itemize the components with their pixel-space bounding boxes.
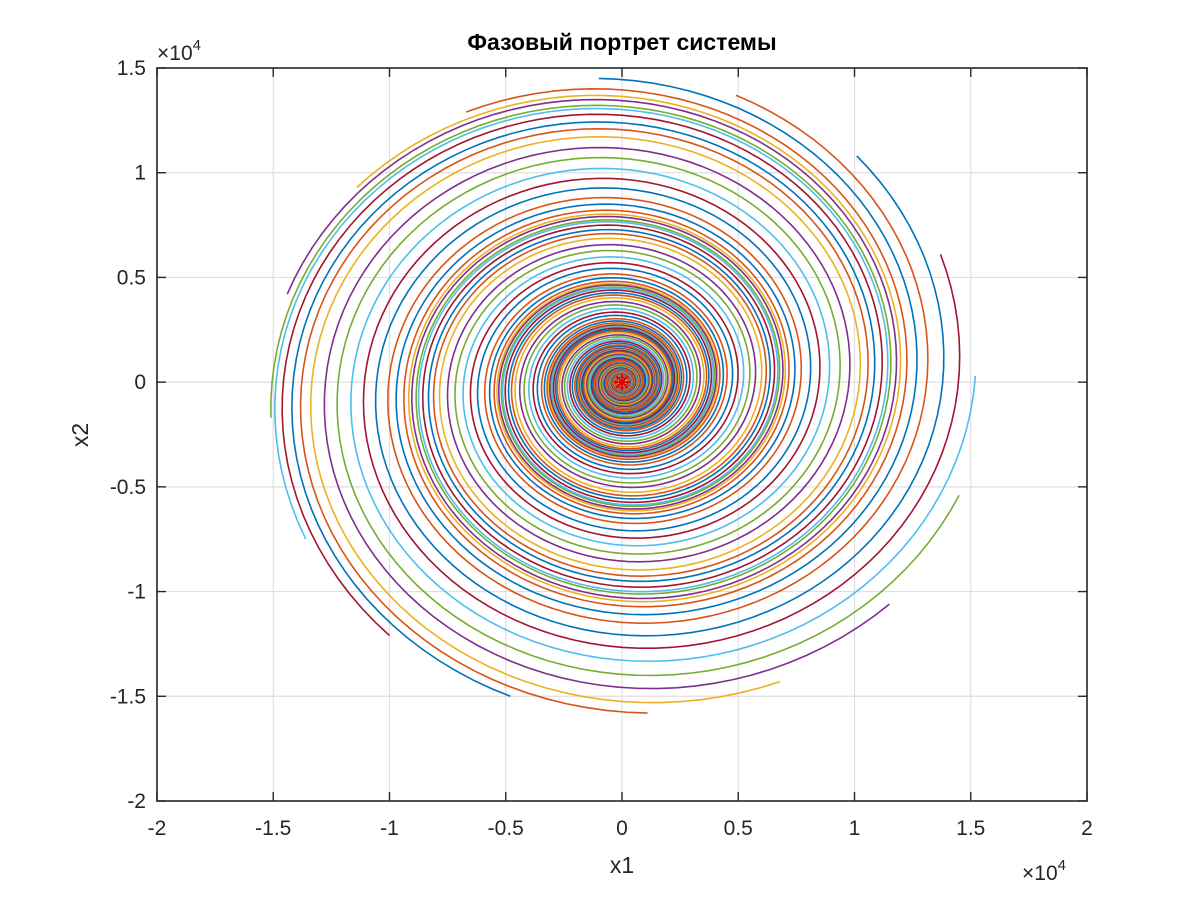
x-tick-label: 0.5: [724, 817, 753, 840]
x-tick-labels: -2 -1.5 -1 -0.5 0 0.5 1 1.5 2: [148, 817, 1093, 840]
equilibrium-marker-stroke: [615, 375, 629, 389]
x-tick-label: 1: [849, 817, 861, 840]
y-tick-label: -1: [127, 581, 146, 604]
x-axis-label: x1: [610, 852, 634, 878]
y-tick-label: 1: [134, 162, 146, 185]
chart-title: Фазовый портрет системы: [467, 29, 776, 55]
trajectory-line: [387, 94, 929, 624]
y-tick-label: -2: [127, 790, 146, 813]
y-axis-exponent: ×104: [157, 37, 201, 65]
y-tick-label: 1.5: [117, 57, 146, 80]
x-exponent-base: ×10: [1022, 862, 1058, 885]
trajectory-group: [270, 77, 977, 714]
y-tick-label: -0.5: [110, 476, 146, 499]
x-exponent-power: 4: [1058, 857, 1066, 874]
x-tick-label: -1: [380, 817, 399, 840]
y-exponent-base: ×10: [157, 42, 193, 65]
axis-ticks: [156, 67, 1088, 802]
equilibrium-marker: [614, 374, 630, 391]
x-tick-label: 0: [616, 817, 628, 840]
y-tick-label: -1.5: [110, 685, 146, 708]
y-exponent-power: 4: [193, 37, 201, 54]
x-tick-label: -2: [148, 817, 167, 840]
x-tick-label: -1.5: [255, 817, 291, 840]
x-tick-label: 1.5: [956, 817, 985, 840]
y-tick-label: 0.5: [117, 266, 146, 289]
x-tick-label: 2: [1081, 817, 1093, 840]
x-axis-exponent: ×104: [1022, 857, 1066, 885]
x-tick-label: -0.5: [488, 817, 524, 840]
y-axis-label: x2: [67, 423, 93, 447]
y-tick-labels: -2 -1.5 -1 -0.5 0 0.5 1 1.5: [110, 57, 146, 813]
y-tick-label: 0: [134, 371, 146, 394]
